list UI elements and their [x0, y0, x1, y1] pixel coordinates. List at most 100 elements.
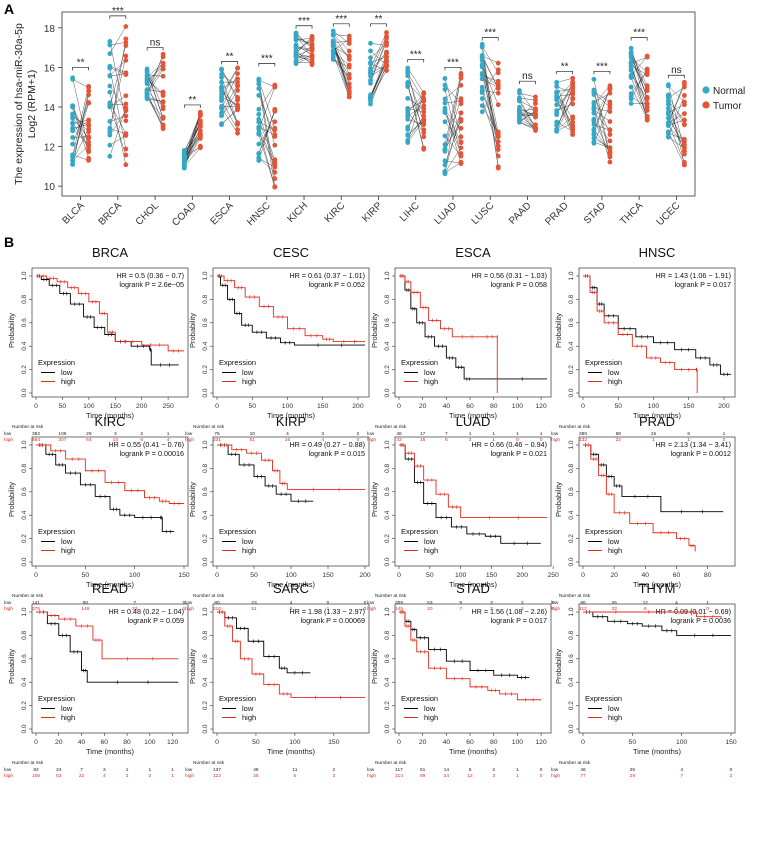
- pair-line: [556, 99, 573, 130]
- normal-point: [405, 113, 411, 119]
- km-frame: [394, 267, 552, 398]
- pair-line: [258, 132, 276, 165]
- km-y-axis-label: Probability: [554, 649, 563, 684]
- km-y-tick-label: 0.8: [384, 631, 391, 640]
- tumor-point: [235, 82, 240, 88]
- km-x-tick-label: 150: [328, 739, 340, 746]
- pair-line: [407, 98, 424, 128]
- tumor-point: [458, 139, 464, 145]
- normal-point: [256, 119, 262, 125]
- pair-line: [258, 88, 276, 146]
- normal-point: [256, 111, 262, 117]
- km-x-tick-label: 100: [512, 403, 524, 410]
- x-tick-label: LUSC: [470, 200, 497, 227]
- tumor-point: [495, 60, 501, 66]
- normal-point: [665, 121, 671, 126]
- km-risk-high-value: 6: [290, 606, 293, 612]
- normal-point: [628, 64, 634, 70]
- x-tick-label: KIRC: [323, 200, 348, 225]
- km-y-axis-label: Probability: [7, 313, 16, 348]
- km-risk-low-value: 0: [327, 600, 330, 606]
- y-axis-label-unit: Log2 (RPM+1): [26, 70, 38, 139]
- pair-line: [668, 114, 685, 152]
- pair-line: [295, 56, 313, 60]
- pair-line: [668, 133, 685, 140]
- km-risk-low-value: 24: [56, 767, 62, 773]
- km-risk-row-label-high: high: [367, 437, 376, 443]
- km-risk-high-value: 4: [321, 437, 324, 443]
- tumor-point: [495, 86, 501, 91]
- pair-line: [631, 65, 648, 75]
- pair-line: [109, 67, 126, 75]
- pair-line: [444, 108, 462, 164]
- km-risk-title: Number at risk: [193, 424, 225, 430]
- normal-point: [479, 109, 485, 115]
- pair-line: [668, 85, 685, 103]
- x-tick-label: HNSC: [245, 200, 273, 228]
- pair-line: [630, 70, 648, 94]
- km-y-tick-label: 0.0: [384, 388, 391, 397]
- x-tick-label: BRCA: [97, 200, 125, 228]
- pair-line: [333, 40, 350, 43]
- tumor-point: [235, 88, 240, 93]
- km-y-tick-label: 0.6: [202, 318, 209, 327]
- tumor-point: [160, 73, 166, 79]
- pair-line: [72, 105, 89, 143]
- pair-line: [221, 107, 238, 134]
- km-risk-high-value: 16: [420, 437, 426, 443]
- pair-line: [72, 144, 89, 162]
- km-x-tick-label: 100: [455, 572, 467, 579]
- km-risk-row-label-low: low: [4, 767, 12, 773]
- x-tick-label: ESCA: [209, 200, 236, 227]
- tumor-point: [235, 127, 240, 132]
- km-risk-low-value: 26: [611, 600, 617, 606]
- km-risk-high-value: 5: [294, 773, 297, 779]
- normal-point: [368, 95, 373, 100]
- tumor-point: [495, 153, 501, 159]
- km-legend-title: Expression: [401, 358, 438, 367]
- x-tick-label: CHOL: [134, 200, 162, 228]
- pair-line: [630, 61, 648, 89]
- significance-bracket: [481, 37, 499, 41]
- km-y-tick-label: 0.2: [21, 365, 28, 374]
- pair-line: [519, 115, 536, 129]
- pair-line: [593, 109, 611, 122]
- km-risk-low-value: 7: [445, 431, 448, 437]
- km-curve-high: [399, 275, 498, 393]
- pair-line: [146, 96, 164, 128]
- pair-line: [407, 83, 424, 149]
- tumor-point: [495, 81, 501, 87]
- km-x-tick-label: 0: [34, 739, 38, 746]
- normal-point: [479, 41, 485, 47]
- normal-point: [256, 86, 262, 91]
- pair-line: [146, 63, 164, 78]
- km-risk-low-value: 6: [469, 767, 472, 773]
- km-x-axis-label: Time (months): [267, 747, 316, 756]
- tumor-point: [681, 159, 687, 165]
- pair-line: [668, 119, 685, 126]
- tumor-point: [309, 62, 315, 68]
- km-risk-low-value: 12: [643, 600, 649, 606]
- tumor-point: [533, 97, 538, 103]
- pair-line: [630, 68, 648, 100]
- pair-line: [444, 98, 462, 151]
- km-risk-low-value: 1: [723, 431, 726, 437]
- pair-line: [407, 93, 424, 114]
- km-plot-brca: BRCA HR = 0.5 (0.36 − 0.7)logrank P = 2.6…: [4, 245, 189, 443]
- significance-bracket: [146, 47, 164, 51]
- normal-point: [442, 119, 448, 125]
- km-risk-row-label-high: high: [551, 437, 560, 443]
- km-risk-row-label-low: low: [551, 600, 559, 606]
- tumor-point: [458, 75, 464, 81]
- pair-line: [519, 103, 536, 118]
- km-logrank-p: logrank P = 0.058: [491, 280, 547, 289]
- tumor-point: [421, 145, 427, 151]
- normal-point: [591, 110, 597, 116]
- km-y-tick-label: 0.8: [384, 464, 391, 473]
- normal-point: [442, 76, 448, 81]
- tumor-point: [570, 91, 576, 97]
- normal-point: [479, 87, 485, 93]
- tumor-point: [235, 65, 240, 71]
- tumor-point: [570, 123, 576, 128]
- km-y-tick-label: 0.4: [384, 677, 391, 686]
